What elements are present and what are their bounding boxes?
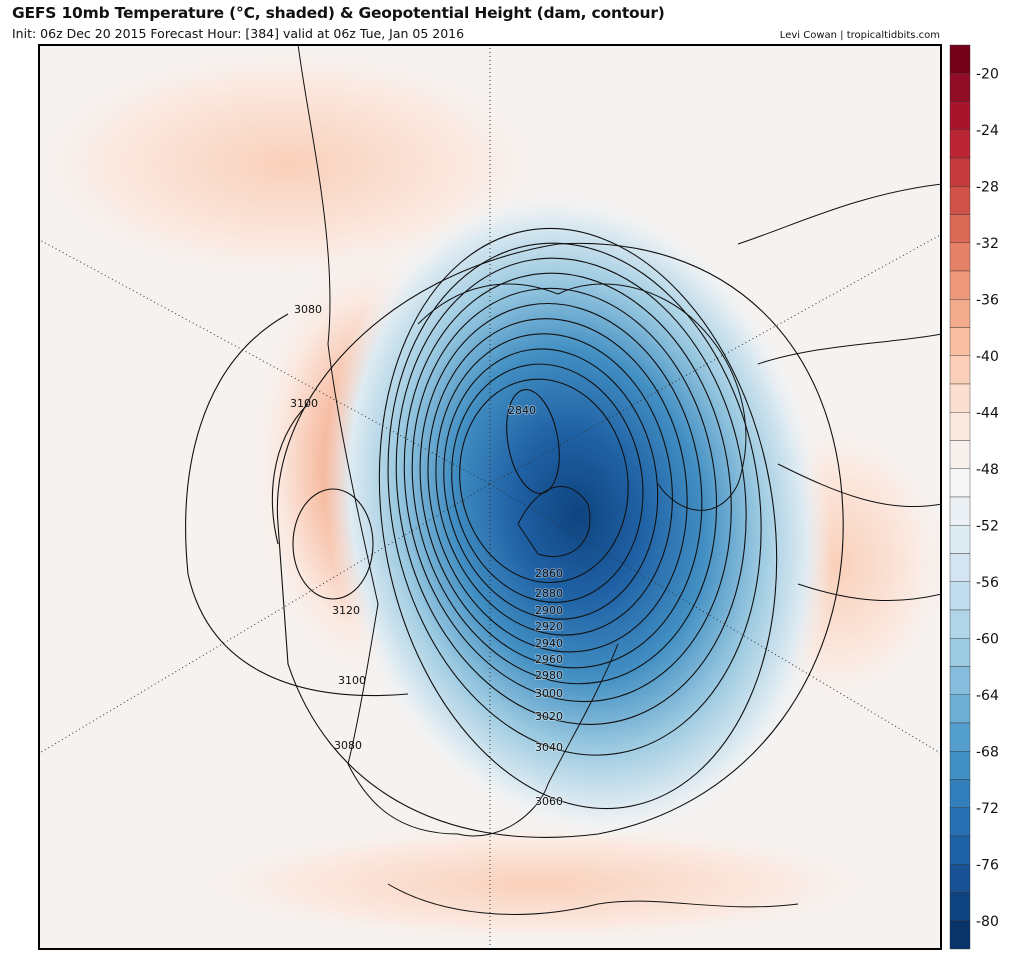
label-2940: 2940 (535, 637, 563, 650)
cold-vortex-shading (324, 187, 832, 841)
credit: Levi Cowan | tropicaltidbits.com (779, 30, 940, 41)
colorbar-segment (949, 864, 971, 893)
map-panel: 3080 3080 3100 3100 3120 2840 2860 2880 290… (38, 44, 942, 950)
colorbar-segment (949, 920, 971, 950)
colorbar-segment (949, 129, 971, 159)
colorbar-segment (949, 214, 971, 243)
colorbar-tick-label: -56 (976, 575, 999, 591)
colorbar-segment (949, 722, 971, 752)
colorbar-segment (949, 779, 971, 808)
map-frame (38, 44, 942, 950)
colorbar-segment (949, 468, 971, 498)
contour-2980 (411, 287, 718, 685)
contour-2900 (443, 348, 659, 620)
colorbar-segment (949, 807, 971, 837)
colorbar-tick-label: -64 (976, 688, 999, 704)
label-2840: 2840 (508, 404, 536, 417)
label-2980: 2980 (535, 669, 563, 682)
colorbar-segment (949, 242, 971, 272)
colorbar-segment (949, 440, 971, 469)
colorbar-segment (949, 666, 971, 695)
contour-2880 (451, 363, 644, 603)
label-3080-a: 3080 (294, 303, 322, 316)
contour-3060 (378, 227, 778, 810)
label-3100-a: 3100 (290, 397, 318, 410)
colorbar-tick-label: -80 (976, 914, 999, 930)
label-3060: 3060 (535, 795, 563, 808)
colorbar-segment (949, 835, 971, 865)
colorbar-tick-label: -44 (976, 405, 999, 421)
contour-3000 (403, 272, 732, 703)
colorbar-tick-label: -60 (976, 631, 999, 647)
label-2880: 2880 (535, 587, 563, 600)
label-3040: 3040 (535, 741, 563, 754)
colorbar-tick-label: -76 (976, 857, 999, 873)
colorbar-tick-label: -36 (976, 292, 999, 308)
contour-3100-inner (271, 403, 309, 545)
height-contours (378, 227, 778, 810)
colorbar-tick-label: -40 (976, 349, 999, 365)
label-2920: 2920 (535, 620, 563, 633)
colorbar-tick-label: -28 (976, 179, 999, 195)
colorbar-segment (949, 327, 971, 356)
grid-lines (38, 44, 942, 950)
colorbar-segment (949, 525, 971, 554)
label-3020: 3020 (535, 710, 563, 723)
contour-2860 (459, 378, 629, 584)
colorbar-segment (949, 553, 971, 582)
warm-region-south (188, 824, 888, 944)
colorbar-segment (949, 892, 971, 921)
contour-3100 (185, 313, 409, 697)
contour-labels: 3080 3080 3100 3100 3120 (290, 303, 366, 752)
contour-2840 (506, 389, 560, 494)
label-2900: 2900 (535, 604, 563, 617)
colorbar-segment (949, 638, 971, 667)
chart-title: GEFS 10mb Temperature (°C, shaded) & Geo… (12, 4, 665, 22)
colorbar-tick-label: -68 (976, 744, 999, 760)
colorbar-segment (949, 73, 971, 102)
colorbar-tick-label: -48 (976, 462, 999, 478)
colorbar-segment (949, 44, 971, 74)
colorbar-tick-label: -24 (976, 123, 999, 139)
contour-2920 (435, 333, 673, 636)
warm-region-north (38, 44, 548, 284)
contour-3040 (387, 242, 762, 756)
colorbar-tick-label: -20 (976, 66, 999, 82)
label-3120: 3120 (332, 604, 360, 617)
colorbar-segment (949, 412, 971, 441)
contour-3080 (276, 242, 844, 838)
contour-2940 (427, 318, 688, 653)
contour-2960 (419, 302, 703, 669)
chart-subtitle: Init: 06z Dec 20 2015 Forecast Hour: [38… (12, 26, 465, 41)
colorbar-segment (949, 186, 971, 215)
colorbar-segment (949, 270, 971, 300)
coastlines (297, 44, 942, 915)
colorbar-segment (949, 496, 971, 526)
colorbar-segment (949, 581, 971, 611)
colorbar-tick-label: -72 (976, 801, 999, 817)
colorbar-segment (949, 694, 971, 724)
label-2960: 2960 (535, 653, 563, 666)
label-3080-b: 3080 (334, 739, 362, 752)
colorbar: -20 -24 -28 -32 -36 -40 -44 -48 -52 -56 -60 -64 -68 -… (949, 44, 999, 950)
vortex-contour-labels: 2840 2860 2880 2900 2920 2940 2960 2980 3000 3020… (507, 403, 564, 809)
colorbar-segment (949, 299, 971, 328)
contour-3020 (395, 257, 747, 725)
colorbar-segment (949, 751, 971, 780)
colorbar-segment (949, 157, 971, 187)
colorbar-tick-label: -52 (976, 518, 999, 534)
colorbar-segment (949, 609, 971, 639)
label-3100-b: 3100 (338, 674, 366, 687)
label-3000: 3000 (535, 687, 563, 700)
colorbar-segment (949, 101, 971, 130)
colorbar-tick-label: -32 (976, 236, 999, 252)
colorbar-segment (949, 383, 971, 413)
colorbar-segment (949, 355, 971, 385)
contour-3120 (292, 488, 374, 600)
label-2860: 2860 (535, 567, 563, 580)
